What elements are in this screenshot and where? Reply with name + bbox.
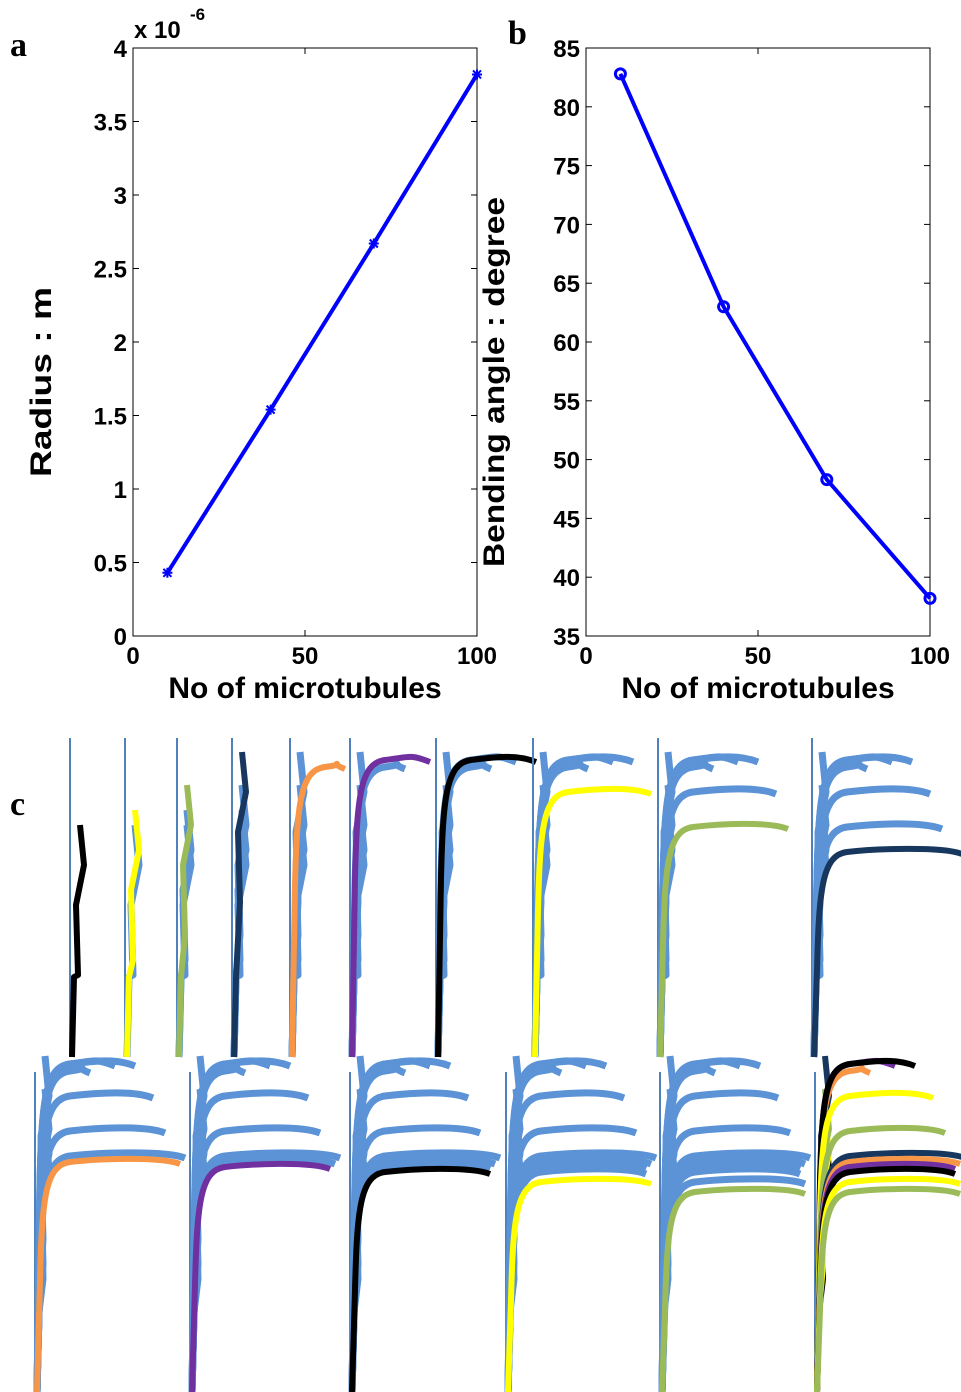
- trace: [348, 1155, 497, 1392]
- trace: [124, 809, 142, 1058]
- y-tick-label: 75: [553, 154, 580, 181]
- trace: [504, 1165, 648, 1392]
- trace: [658, 1175, 807, 1392]
- y-tick-label: 80: [553, 95, 580, 122]
- marker: [923, 591, 937, 605]
- microtubule-traces: [33, 738, 961, 1392]
- trace: [814, 1175, 961, 1392]
- trace: [348, 1160, 492, 1392]
- marker: [368, 238, 379, 249]
- marker: [472, 69, 482, 80]
- line: [618, 73, 932, 600]
- y-tick-label: 50: [553, 448, 580, 475]
- x-axis-label: No of microtubules: [168, 672, 441, 705]
- x-axis-label: No of microtubules: [621, 672, 894, 705]
- trace: [505, 1175, 653, 1392]
- trace: [189, 1160, 332, 1392]
- panel-label: c: [10, 786, 25, 823]
- y-tick-label: 60: [553, 330, 580, 357]
- trace: [659, 1185, 807, 1392]
- x-tick-label: 0: [579, 643, 592, 670]
- x-tick-label: 0: [126, 643, 139, 670]
- trace: [656, 785, 778, 1058]
- panel-label: a: [10, 27, 27, 64]
- y-tick-label: 2: [114, 330, 127, 357]
- panel-label: b: [508, 15, 527, 52]
- trace: [810, 785, 932, 1058]
- y-axis-label: Radius : m: [25, 287, 58, 477]
- marker: [717, 300, 731, 314]
- y-tick-label: 55: [553, 389, 580, 416]
- y-tick-label: 3: [114, 183, 127, 210]
- trace: [532, 785, 653, 1058]
- x-tick-label: 100: [910, 643, 950, 670]
- trace: [658, 1165, 802, 1392]
- trace: [33, 1149, 187, 1392]
- y-tick-label: 4: [114, 36, 128, 63]
- trace: [349, 753, 432, 1058]
- trace: [349, 1165, 492, 1392]
- y-tick-label: 3.5: [94, 110, 127, 137]
- trace: [504, 1155, 653, 1392]
- marker: [162, 567, 173, 578]
- y-tick-label: 40: [553, 565, 580, 592]
- trace: [231, 751, 249, 1058]
- trace: [504, 1160, 648, 1392]
- y-tick-label: 0: [114, 624, 127, 651]
- y-tick-label: 2.5: [94, 257, 127, 284]
- y-tick-label: 65: [553, 271, 580, 298]
- trace: [814, 1165, 957, 1392]
- marker: [265, 404, 276, 415]
- trace: [188, 1155, 337, 1392]
- y-tick-label: 1.5: [94, 404, 127, 431]
- trace: [657, 820, 790, 1058]
- trace: [814, 1089, 935, 1392]
- marker: [613, 67, 627, 81]
- y-tick-label: 35: [553, 624, 580, 651]
- trace: [34, 1155, 182, 1392]
- x-tick-label: 50: [292, 643, 319, 670]
- x-tick-label: 50: [745, 643, 772, 670]
- trace: [289, 760, 347, 1058]
- y-multiplier: x 10: [134, 17, 181, 44]
- y-tick-label: 45: [553, 506, 580, 533]
- y-axis-label: Bending angle : degree: [478, 197, 511, 567]
- y-tick-label: 85: [553, 36, 580, 63]
- y-tick-label: 0.5: [94, 551, 127, 578]
- marker: [820, 473, 834, 487]
- plot-frame: [585, 47, 931, 637]
- x-tick-label: 100: [457, 643, 497, 670]
- trace: [69, 824, 87, 1058]
- y-multiplier-exponent: -6: [190, 5, 205, 24]
- y-tick-label: 1: [114, 477, 127, 504]
- trace: [435, 753, 538, 1058]
- line: [165, 73, 479, 574]
- trace: [348, 1149, 502, 1392]
- trace: [188, 1149, 342, 1392]
- trace: [811, 845, 961, 1058]
- y-tick-label: 70: [553, 212, 580, 239]
- trace: [176, 784, 194, 1058]
- trace: [814, 1185, 961, 1392]
